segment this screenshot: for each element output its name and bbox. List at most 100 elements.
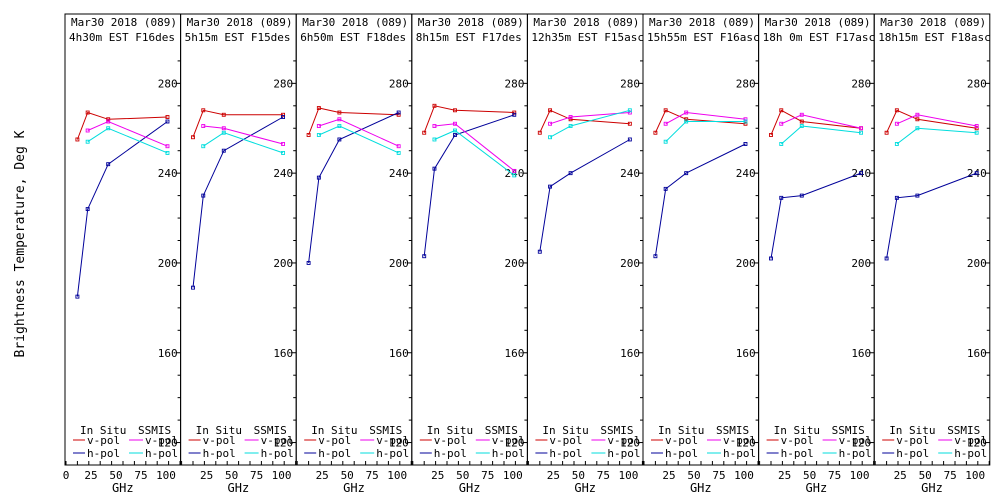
ssmis-hpol-point (453, 128, 457, 133)
insitu-vpol-point (915, 117, 920, 122)
x-tick-label: 75 (250, 469, 263, 482)
insitu-vpol-point (337, 110, 342, 115)
x-tick-label: 100 (618, 469, 638, 482)
ssmis-vpol-point (548, 121, 553, 126)
legend-insitu-hpol-label: h-pol (781, 447, 814, 460)
panel-titles: Mar30 2018 (089) 18h15m EST F18asc (878, 16, 990, 44)
legend-ssmis-hpol-label: h-pol (376, 447, 409, 460)
insitu-hpol-line (886, 172, 977, 259)
panel-titles: Mar30 2018 (089) 8h15m EST F17des (416, 16, 524, 44)
insitu-hpol-point (106, 162, 111, 167)
y-tick-label: 120 (967, 437, 987, 450)
x-tick-label: 25 (662, 469, 675, 482)
legend-ssmis-hpol-label: h-pol (261, 447, 294, 460)
y-tick-label: 200 (736, 257, 756, 270)
legend-ssmis-header: SSMIS (485, 424, 518, 437)
y-tick-label: 240 (736, 167, 756, 180)
insitu-vpol-line (76, 111, 168, 140)
x-axis-label: GHz (806, 481, 828, 495)
insitu-vpol-point (884, 130, 889, 135)
x-axis-label: GHz (228, 481, 250, 495)
y-tick-label: 280 (620, 77, 640, 90)
legend-ssmis-header: SSMIS (369, 424, 402, 437)
legend-insitu-vpol-label: v-pol (896, 434, 929, 447)
panel-titles: Mar30 2018 (089) 12h35m EST F15asc (531, 16, 643, 44)
ssmis-hpol-point (568, 124, 573, 128)
legend-ssmis-hpol-label: h-pol (492, 447, 525, 460)
ssmis-hpol-point (894, 142, 899, 146)
insitu-hpol-point (306, 261, 311, 265)
legend-ssmis-hpol-label: h-pol (839, 447, 872, 460)
insitu-vpol-point (281, 112, 286, 117)
legend-ssmis-vpol-label: v-pol (723, 434, 756, 447)
panel-title-time: 18h 0m EST F17asc (763, 31, 876, 44)
insitu-hpol-point (422, 254, 427, 259)
x-tick-label: 0 (63, 469, 70, 482)
insitu-hpol-point (743, 142, 748, 146)
legend-insitu-vpol-label: v-pol (87, 434, 120, 447)
insitu-vpol-point (396, 112, 401, 117)
insitu-hpol-point (548, 184, 553, 189)
x-axis-label: GHz (921, 481, 943, 495)
ssmis-hpol-point (221, 130, 226, 135)
legend-insitu-header: In Situ (889, 424, 935, 437)
legend-insitu-vpol-label: v-pol (434, 434, 467, 447)
panel-title-date: Mar30 2018 (089) (765, 16, 871, 29)
y-tick-label: 280 (273, 77, 293, 90)
x-tick-label: 75 (134, 469, 147, 482)
chart-panel: 120 160 200 240 280 Mar30 2018 (089) 5h15m EST… (180, 13, 297, 495)
ssmis-vpol-line (318, 118, 399, 147)
x-tick-label: 50 (225, 469, 238, 482)
insitu-hpol-line (654, 143, 746, 257)
ssmis-hpol-point (974, 130, 979, 135)
chart-panel: 120 160 200 240 280 Mar30 2018 (089) 18h 0m ES… (758, 13, 876, 495)
ssmis-hpol-point (548, 135, 553, 140)
ssmis-hpol-line (780, 125, 862, 145)
insitu-hpol-point (859, 171, 864, 176)
insitu-hpol-point (537, 249, 542, 254)
panel-titles: Mar30 2018 (089) 5h15m EST F15des (185, 16, 293, 44)
insitu-vpol-point (894, 108, 899, 113)
chart-panel: 120 160 200 240 280 Mar30 2018 (089) 18h15m ES… (873, 13, 991, 495)
x-tick-label: 25 (316, 469, 329, 482)
ssmis-vpol-line (87, 120, 168, 147)
insitu-vpol-line (423, 105, 515, 133)
x-tick-label: 50 (572, 469, 585, 482)
legend-insitu-vpol-label: v-pol (549, 434, 582, 447)
insitu-hpol-point (653, 254, 658, 259)
ssmis-vpol-point (974, 124, 979, 128)
y-tick-label: 240 (158, 167, 178, 180)
insitu-vpol-point (306, 133, 311, 137)
ssmis-hpol-point (106, 126, 111, 131)
insitu-vpol-point (653, 130, 658, 135)
legend-ssmis-vpol-label: v-pol (954, 434, 987, 447)
ssmis-hpol-line (203, 132, 284, 154)
legend-insitu-vpol-label: v-pol (665, 434, 698, 447)
insitu-vpol-point (316, 106, 321, 110)
ssmis-vpol-point (799, 112, 804, 117)
x-tick-label: 75 (828, 469, 841, 482)
legend-ssmis-header: SSMIS (600, 424, 633, 437)
y-tick-label: 120 (273, 437, 293, 450)
legend-insitu-vpol-label: v-pol (318, 434, 351, 447)
y-tick-label: 200 (620, 257, 640, 270)
panel-title-date: Mar30 2018 (089) (71, 16, 177, 29)
ssmis-hpol-point (281, 150, 286, 155)
x-axis-label: GHz (112, 481, 134, 495)
ssmis-hpol-line (318, 125, 399, 154)
chart-panel: 120 160 200 240 280 Mar30 2018 (089) 4h30m EST… (63, 13, 182, 495)
ssmis-vpol-line (896, 114, 977, 127)
chart-panel: 120 160 200 240 280 Mar30 2018 (089) 15h55m ES… (642, 13, 760, 495)
y-tick-label: 160 (505, 347, 525, 360)
y-tick-label: 240 (273, 167, 293, 180)
y-tick-label: 280 (505, 77, 525, 90)
x-tick-label: 50 (687, 469, 700, 482)
x-tick-label: 75 (944, 469, 957, 482)
ssmis-vpol-line (781, 114, 862, 129)
insitu-hpol-point (512, 112, 517, 117)
